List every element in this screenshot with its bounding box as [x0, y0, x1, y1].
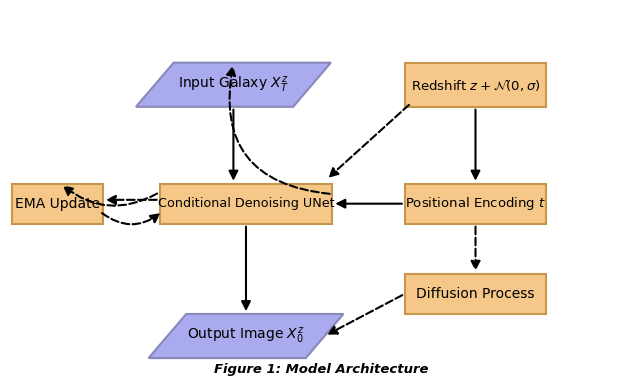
FancyBboxPatch shape — [404, 63, 546, 107]
Text: Input Galaxy $X_T^z$: Input Galaxy $X_T^z$ — [178, 75, 289, 95]
Text: Redshift $z + \mathcal{N}(0, \sigma)$: Redshift $z + \mathcal{N}(0, \sigma)$ — [411, 77, 540, 93]
Text: Conditional Denoising UNet: Conditional Denoising UNet — [157, 197, 334, 210]
Polygon shape — [148, 314, 344, 358]
Polygon shape — [136, 63, 331, 107]
Text: Diffusion Process: Diffusion Process — [416, 287, 535, 301]
FancyBboxPatch shape — [12, 183, 103, 224]
Text: Figure 1: Model Architecture: Figure 1: Model Architecture — [214, 363, 429, 376]
FancyBboxPatch shape — [404, 274, 546, 314]
Text: EMA Update: EMA Update — [15, 197, 100, 211]
Text: Output Image $X_0^z$: Output Image $X_0^z$ — [187, 326, 305, 346]
Text: Positional Encoding $t$: Positional Encoding $t$ — [405, 195, 546, 212]
FancyBboxPatch shape — [404, 183, 546, 224]
FancyBboxPatch shape — [159, 183, 332, 224]
